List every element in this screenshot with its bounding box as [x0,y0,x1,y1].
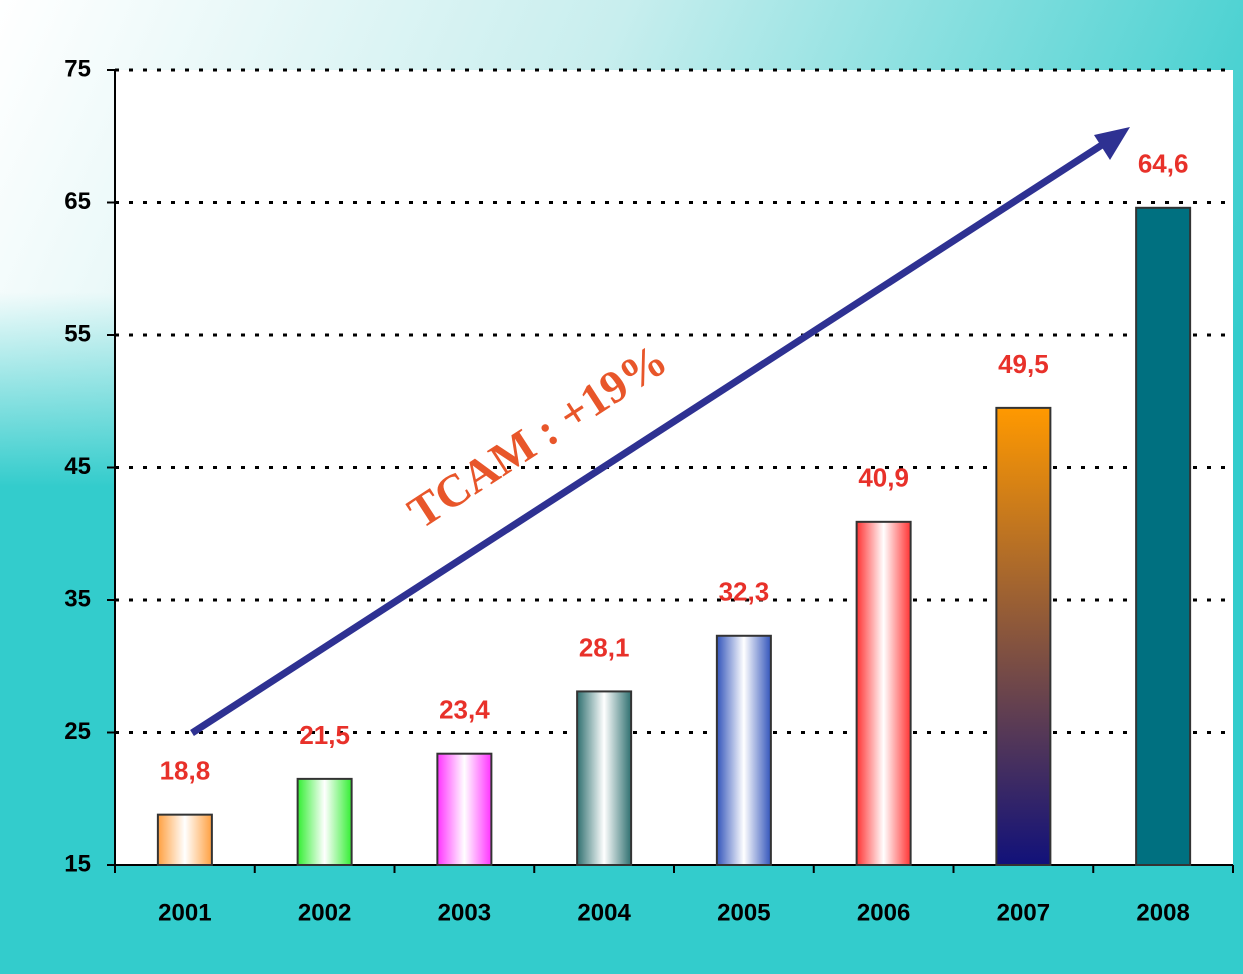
y-tick-label: 35 [64,585,91,612]
bar [855,520,912,866]
bar [576,690,633,866]
y-tick-label: 15 [64,850,91,877]
x-tick-label: 2002 [298,899,351,926]
value-label: 49,5 [998,349,1049,379]
x-tick-label: 2004 [577,899,631,926]
y-tick-label: 55 [64,320,91,347]
y-tick-label: 45 [64,453,91,480]
bar [436,752,493,867]
bar [1135,206,1192,867]
x-tick-label: 2006 [857,899,910,926]
value-label: 64,6 [1138,149,1189,179]
x-tick-label: 2007 [997,899,1050,926]
x-tick-label: 2003 [438,899,491,926]
bar [156,813,213,867]
value-label: 21,5 [299,720,350,750]
x-tick-label: 2005 [717,899,770,926]
value-label: 18,8 [160,756,211,786]
bar [715,634,772,867]
bar [296,777,353,866]
value-label: 40,9 [858,463,909,493]
value-label: 23,4 [439,695,490,725]
value-label: 32,3 [719,577,770,607]
bar [995,406,1052,866]
y-tick-label: 75 [64,55,91,82]
y-tick-label: 65 [64,188,91,215]
plot-area [115,70,1233,865]
trend-arrow-head [1094,127,1130,160]
y-tick-label: 25 [64,718,91,745]
value-label: 28,1 [579,632,630,662]
trend-arrow [190,138,1110,736]
x-tick-label: 2008 [1136,899,1189,926]
x-tick-label: 2001 [158,899,211,926]
